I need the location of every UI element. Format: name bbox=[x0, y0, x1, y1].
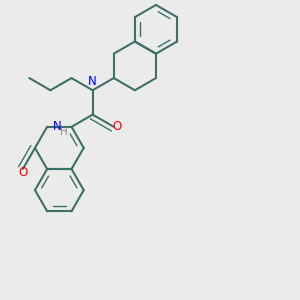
Text: N: N bbox=[88, 75, 97, 88]
Text: H: H bbox=[60, 127, 68, 137]
Text: O: O bbox=[113, 120, 122, 133]
Text: N: N bbox=[52, 120, 61, 133]
Text: O: O bbox=[18, 166, 27, 179]
